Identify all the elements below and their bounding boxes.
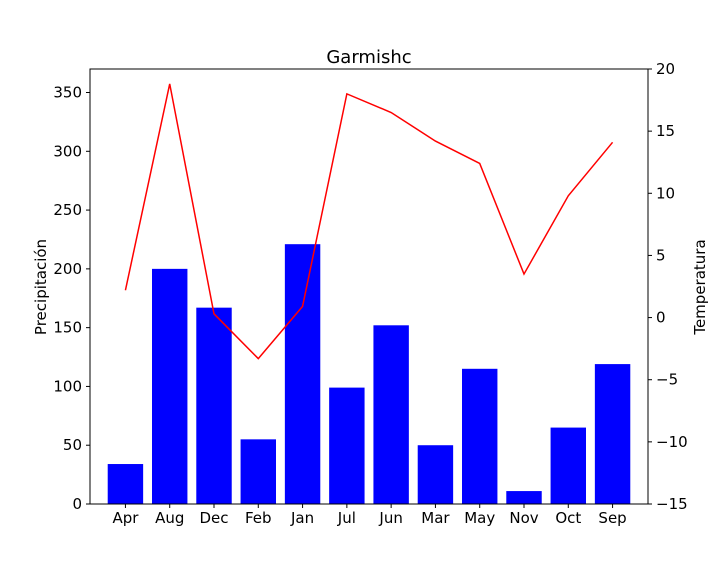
y2-tick-label: −10	[656, 433, 688, 451]
bar-oct	[550, 427, 586, 504]
bar-jun	[373, 325, 409, 504]
y2-tick-label: 0	[656, 309, 666, 327]
temperature-line-series	[124, 83, 614, 360]
y-tick-label: 250	[53, 201, 82, 219]
bar-jan	[284, 244, 321, 504]
x-tick-label: Apr	[112, 509, 139, 527]
x-tick-label: Jul	[337, 509, 356, 527]
chart-title: Garmishc	[326, 47, 411, 68]
bar-sep	[594, 364, 631, 504]
y2-tick-label: 10	[656, 184, 675, 202]
y-tick-label: 200	[53, 260, 82, 278]
x-tick-label: Dec	[199, 509, 228, 527]
y2-tick-label: 15	[656, 122, 675, 140]
bar-nov	[506, 491, 542, 504]
y-tick-label: 300	[53, 142, 82, 160]
y-tick-label: 100	[53, 377, 82, 395]
bar-jul	[329, 387, 365, 504]
bar-feb	[240, 439, 276, 504]
x-tick-label: Mar	[421, 509, 450, 527]
x-tick-label: Jan	[290, 509, 314, 527]
x-tick-label: Feb	[245, 509, 272, 527]
bar-mar	[417, 445, 454, 504]
y-axis-label: Precipitación	[32, 239, 50, 335]
bar-aug	[152, 268, 188, 504]
y2-tick-label: −15	[656, 495, 688, 513]
y-tick-label: 150	[53, 319, 82, 337]
plot-frame	[89, 68, 649, 505]
temperature-line	[124, 83, 614, 360]
bar-series	[107, 244, 631, 504]
y2-axis-label: Temperatura	[691, 239, 709, 335]
x-tick-label: Nov	[509, 509, 538, 527]
y-tick-label: 350	[53, 84, 82, 102]
bar-dec	[196, 307, 232, 504]
y-tick-label: 0	[72, 495, 82, 513]
x-tick-label: Oct	[555, 509, 581, 527]
bar-apr	[107, 464, 144, 504]
y2-tick-label: 5	[656, 246, 666, 264]
axes: 0 50 100 150 200 250 300 350 −15 −10 −5 0 5 10 15 20 Apr…	[53, 60, 687, 527]
x-tick-label: May	[464, 509, 495, 527]
x-tick-label: Aug	[155, 509, 184, 527]
x-tick-label: Jun	[378, 509, 402, 527]
y2-tick-label: −5	[656, 371, 678, 389]
y-tick-label: 50	[63, 436, 82, 454]
y2-tick-label: 20	[656, 60, 675, 78]
bar-may	[462, 368, 498, 504]
x-tick-label: Sep	[598, 509, 626, 527]
